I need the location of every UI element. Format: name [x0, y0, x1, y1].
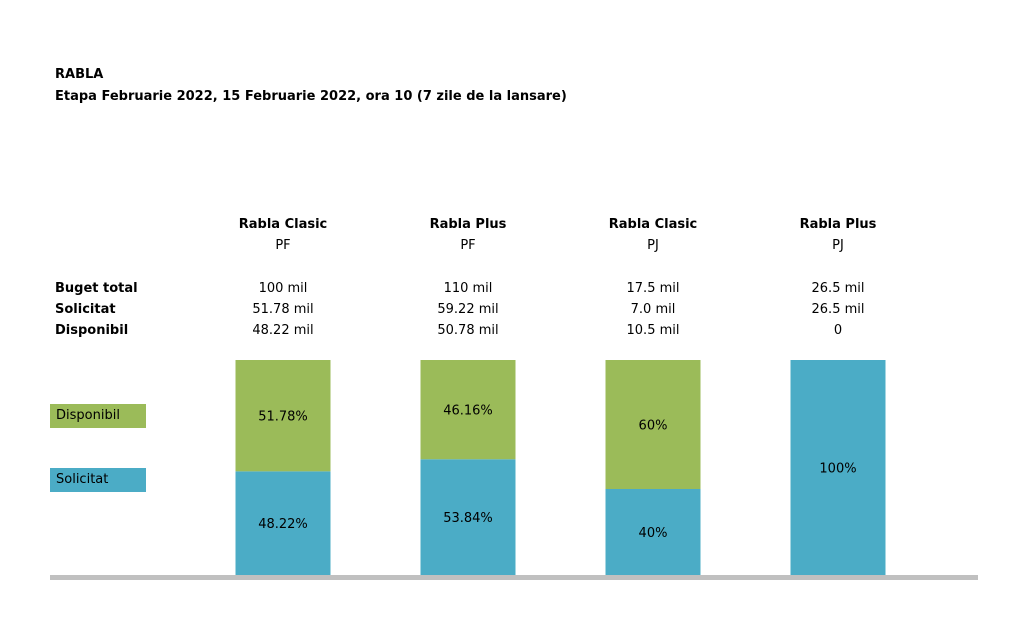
cell-disponibil: 50.78 mil — [437, 323, 499, 338]
column-type: PJ — [647, 238, 659, 253]
data-label-solicitat-2: 53.84% — [443, 511, 493, 526]
cell-solicitat: 26.5 mil — [811, 302, 865, 317]
baseline-axis — [50, 575, 978, 580]
column-type: PF — [275, 238, 291, 253]
row-label-disponibil: Disponibil — [55, 323, 129, 338]
cell-buget-total: 17.5 mil — [626, 281, 680, 296]
cell-solicitat: 7.0 mil — [630, 302, 676, 317]
cell-buget-total: 26.5 mil — [811, 281, 865, 296]
chart-title: RABLA — [55, 67, 104, 82]
cell-disponibil: 0 — [833, 323, 843, 338]
column-type: PF — [460, 238, 476, 253]
column-header-1: Rabla Clasic PF — [193, 216, 373, 254]
data-label-solicitat-3: 40% — [639, 526, 668, 541]
data-label-disponibil-2: 46.16% — [443, 404, 493, 419]
bar-solicitat-3 — [605, 489, 701, 575]
bar-disponibil-1 — [235, 360, 331, 472]
column-program: Rabla Clasic — [608, 217, 698, 232]
data-label-solicitat-1: 48.22% — [258, 517, 308, 532]
cell-solicitat: 59.22 mil — [437, 302, 499, 317]
cell-buget-total: 110 mil — [443, 281, 493, 296]
bar-solicitat-1 — [235, 471, 331, 575]
column-header-3: Rabla Clasic PJ — [563, 216, 743, 254]
cell-disponibil: 10.5 mil — [626, 323, 680, 338]
legend-solicitat: Solicitat — [50, 468, 146, 492]
column-program: Rabla Plus — [799, 217, 877, 232]
column-type: PJ — [832, 238, 844, 253]
cell-disponibil: 48.22 mil — [252, 323, 314, 338]
data-label-disponibil-1: 51.78% — [258, 410, 308, 425]
bar-disponibil-3 — [605, 360, 701, 489]
column-header-2: Rabla Plus PF — [378, 216, 558, 254]
chart-subtitle: Etapa Februarie 2022, 15 Februarie 2022,… — [55, 89, 567, 104]
legend-disponibil: Disponibil — [50, 404, 146, 428]
cell-buget-total: 100 mil — [258, 281, 308, 296]
bar-solicitat-2 — [420, 459, 516, 575]
column-header-4: Rabla Plus PJ — [748, 216, 928, 254]
row-label-buget-total: Buget total — [55, 281, 138, 296]
data-label-solicitat-4: 100% — [819, 462, 856, 477]
column-program: Rabla Clasic — [238, 217, 328, 232]
row-label-solicitat: Solicitat — [55, 302, 116, 317]
bar-disponibil-2 — [420, 360, 516, 460]
column-program: Rabla Plus — [429, 217, 507, 232]
cell-solicitat: 51.78 mil — [252, 302, 314, 317]
bar-solicitat-4 — [790, 360, 886, 575]
data-label-disponibil-3: 60% — [639, 419, 668, 434]
